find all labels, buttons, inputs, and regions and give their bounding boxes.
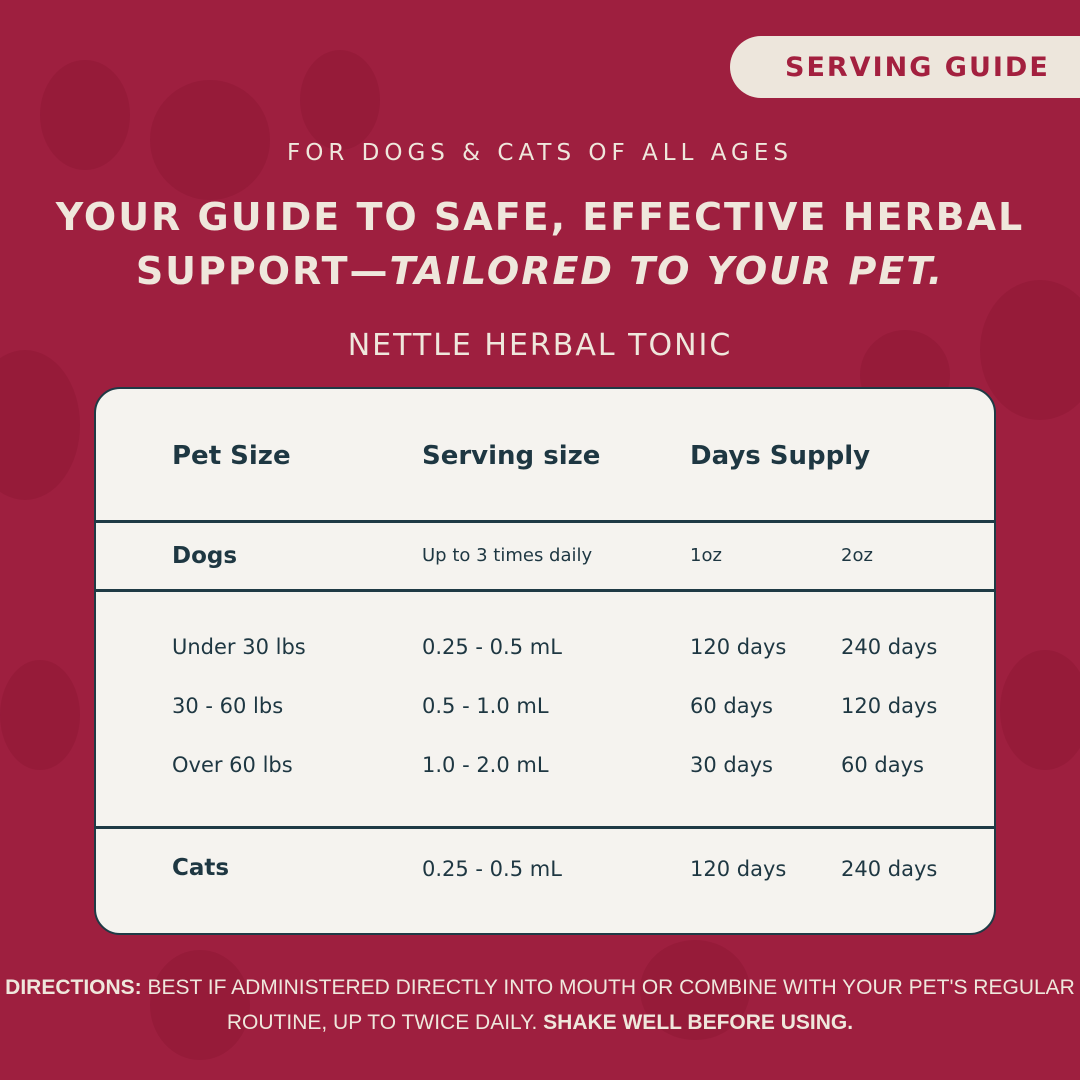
days-1oz: 30 days: [690, 753, 773, 777]
headline: YOUR GUIDE TO SAFE, EFFECTIVE HERBAL SUP…: [0, 190, 1080, 298]
serving-size: 0.25 - 0.5 mL: [422, 857, 562, 881]
serving-guide-badge: SERVING GUIDE: [730, 36, 1080, 98]
header-pet-size: Pet Size: [172, 441, 291, 471]
directions-body: BEST IF ADMINISTERED DIRECTLY INTO MOUTH…: [141, 976, 1075, 1034]
header-days-supply: Days Supply: [690, 441, 871, 471]
serving-table: Pet Size Serving size Days Supply Dogs U…: [94, 387, 996, 935]
kicker-text: FOR DOGS & CATS OF ALL AGES: [287, 140, 793, 166]
serving-size: 0.5 - 1.0 mL: [422, 694, 549, 718]
serving-size: 1.0 - 2.0 mL: [422, 753, 549, 777]
dogs-col-1oz: 1oz: [690, 545, 722, 566]
dogs-col-2oz: 2oz: [841, 545, 873, 566]
days-1oz: 120 days: [690, 857, 787, 881]
dogs-label: Dogs: [172, 543, 238, 569]
serving-size: 0.25 - 0.5 mL: [422, 635, 562, 659]
headline-line2: SUPPORT—TAILORED TO YOUR PET.: [0, 244, 1080, 298]
headline-line2-regular: SUPPORT—: [135, 249, 390, 293]
header-serving-size: Serving size: [422, 441, 601, 471]
directions-label: DIRECTIONS:: [5, 976, 142, 999]
days-2oz: 240 days: [841, 635, 938, 659]
days-2oz: 60 days: [841, 753, 924, 777]
directions-text: DIRECTIONS: BEST IF ADMINISTERED DIRECTL…: [0, 970, 1080, 1040]
dogs-serving-note: Up to 3 times daily: [422, 545, 593, 566]
headline-line2-italic: TAILORED TO YOUR PET.: [389, 249, 945, 293]
pet-size: 30 - 60 lbs: [172, 694, 284, 718]
divider: [96, 589, 994, 592]
product-name: NETTLE HERBAL TONIC: [347, 328, 733, 363]
directions-emphasis: SHAKE WELL BEFORE USING.: [543, 1011, 854, 1034]
pet-size: Over 60 lbs: [172, 753, 293, 777]
days-2oz: 120 days: [841, 694, 938, 718]
days-2oz: 240 days: [841, 857, 938, 881]
days-1oz: 120 days: [690, 635, 787, 659]
divider: [96, 826, 994, 829]
divider: [96, 520, 994, 523]
headline-line1: YOUR GUIDE TO SAFE, EFFECTIVE HERBAL: [55, 195, 1025, 239]
pet-size: Under 30 lbs: [172, 635, 306, 659]
cats-label: Cats: [172, 855, 230, 881]
days-1oz: 60 days: [690, 694, 773, 718]
